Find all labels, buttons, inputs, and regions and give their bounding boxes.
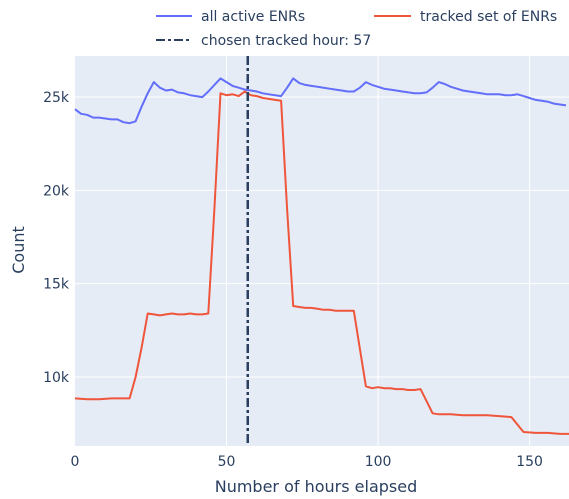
y-tick-label: 10k: [43, 370, 70, 386]
y-tick-label: 15k: [43, 277, 70, 293]
tick-labels: 10k 15k 20k 25k 0 50 100 150: [43, 90, 543, 470]
x-tick-label: 0: [71, 454, 80, 470]
x-tick-label: 100: [365, 454, 392, 470]
series-line-all-active: [74, 77, 567, 125]
series-line-tracked: [74, 90, 569, 435]
legend-label-tracked[interactable]: tracked set of ENRs: [420, 9, 557, 25]
legend-label-all-active[interactable]: all active ENRs: [201, 9, 305, 25]
y-tick-label: 25k: [43, 90, 70, 106]
x-tick-label: 150: [516, 454, 543, 470]
legend[interactable]: all active ENRs tracked set of ENRs chos…: [156, 9, 557, 49]
series-layer: [74, 77, 569, 435]
y-tick-label: 20k: [43, 183, 70, 199]
x-tick-label: 50: [218, 454, 236, 470]
y-axis-title: Count: [9, 226, 28, 274]
legend-label-chosen-hour[interactable]: chosen tracked hour: 57: [201, 33, 371, 49]
gridlines: [75, 56, 569, 446]
x-axis-title: Number of hours elapsed: [215, 477, 418, 496]
plot-area: [75, 56, 569, 446]
